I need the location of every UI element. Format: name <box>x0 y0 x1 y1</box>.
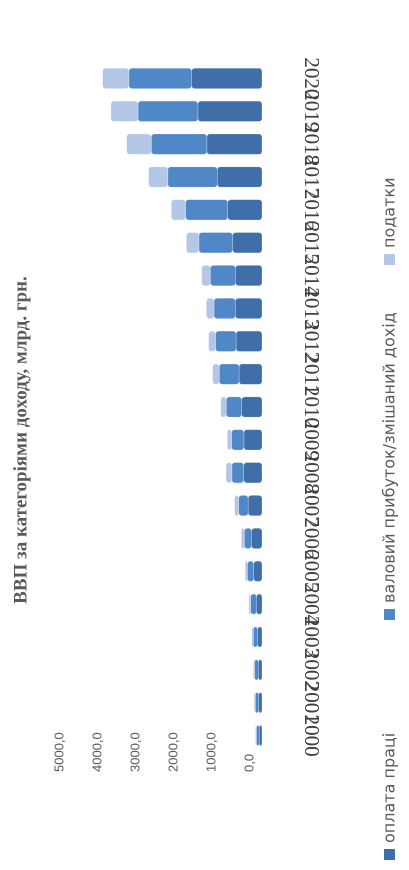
bar-segment <box>225 396 242 418</box>
x-tick-label: 2015 <box>300 222 324 264</box>
bar-segment <box>248 593 252 615</box>
bar-segment <box>198 232 234 254</box>
bar-segment <box>256 593 263 615</box>
legend-label: валовий прибуток/змішаний дохід <box>380 312 399 603</box>
x-tick-label: 2020 <box>300 57 324 99</box>
bar-segment <box>186 232 200 254</box>
bar-segment <box>244 560 248 582</box>
y-tick-label: 5000,0 <box>51 732 66 772</box>
x-tick-label: 2012 <box>300 320 324 362</box>
bar-segment <box>206 133 263 155</box>
bar-segment <box>215 330 237 352</box>
bar-segment <box>243 429 263 451</box>
x-tick-label: 2009 <box>300 419 324 461</box>
bar-segment <box>231 462 244 484</box>
legend-swatch <box>384 254 395 265</box>
bar-segment <box>253 560 263 582</box>
bar-segment <box>247 560 254 582</box>
bar-segment <box>210 265 236 287</box>
x-tick-label: 2006 <box>300 517 324 559</box>
bar-segment <box>235 265 263 287</box>
bar-segment <box>258 692 263 714</box>
bar-segment <box>225 462 233 484</box>
x-tick-label: 2010 <box>300 386 324 428</box>
bar-segment <box>231 429 245 451</box>
bar-segment <box>126 133 152 155</box>
legend-label: оплата праці <box>380 733 399 843</box>
bar-segment <box>206 297 215 319</box>
bar-segment <box>251 626 254 648</box>
bar-segment <box>247 495 263 517</box>
bar-segment <box>151 133 208 155</box>
bar-segment <box>235 297 263 319</box>
bar-segment <box>110 100 139 122</box>
bar-segment <box>213 297 236 319</box>
bar-segment <box>238 495 249 517</box>
x-tick-label: 2014 <box>300 255 324 298</box>
bar-segment <box>238 363 263 385</box>
y-tick-label: 4000,0 <box>89 732 104 772</box>
bar-segment <box>220 396 227 418</box>
bar-segment <box>255 725 257 747</box>
bar-segment <box>232 232 263 254</box>
bar-segment <box>212 363 220 385</box>
y-tick-label: 1000,0 <box>203 732 218 772</box>
y-tick-label: 0,0 <box>241 754 256 772</box>
x-tick-label: 2000 <box>300 715 324 757</box>
x-tick-label: 2011 <box>300 354 324 395</box>
bar-segment <box>227 199 263 221</box>
x-tick-label: 2003 <box>300 616 324 658</box>
bar-segment <box>167 166 218 188</box>
y-tick-label: 2000,0 <box>165 732 180 772</box>
bar-segment <box>258 725 263 747</box>
bar-segment <box>197 100 263 122</box>
x-tick-label: 2019 <box>300 90 324 132</box>
bar-segment <box>243 462 263 484</box>
bar-segment <box>137 100 199 122</box>
bar-segment <box>102 67 130 89</box>
bar-segment <box>251 527 263 549</box>
bar-segment <box>253 692 256 714</box>
x-tick-label: 2016 <box>300 189 324 231</box>
y-tick-label: 3000,0 <box>127 732 142 772</box>
bar-segment <box>252 626 258 648</box>
bar-segment <box>234 495 240 517</box>
bar-segment <box>255 692 260 714</box>
bar-segment <box>235 330 263 352</box>
x-tick-label: 2018 <box>300 123 324 165</box>
legend-label: податки <box>380 178 399 249</box>
x-tick-label: 2017 <box>300 156 324 198</box>
bar-segment <box>201 265 211 287</box>
bar-segment <box>253 659 255 681</box>
rotated-chart: ВВП за категоріями доходу, млрд. грн. 0,… <box>10 57 399 860</box>
x-tick-label: 2001 <box>300 682 324 724</box>
bar-segment <box>185 199 228 221</box>
bar-segment <box>216 166 263 188</box>
bar-segment <box>218 363 240 385</box>
bar-segment <box>148 166 169 188</box>
bar-segment <box>258 659 263 681</box>
bar-segment <box>257 626 263 648</box>
legend-swatch <box>384 849 395 860</box>
chart-title: ВВП за категоріями доходу, млрд. грн. <box>10 276 31 604</box>
bar-segment <box>243 527 252 549</box>
bar-segment <box>208 330 216 352</box>
legend-swatch <box>384 609 395 620</box>
bar-segment <box>227 429 232 451</box>
x-tick-label: 2008 <box>300 452 324 494</box>
bar-segment <box>241 396 263 418</box>
bar-segment <box>250 593 257 615</box>
x-tick-label: 2007 <box>300 485 324 527</box>
bar-segment <box>191 67 263 89</box>
x-tick-label: 2005 <box>300 550 324 592</box>
bar-segment <box>256 725 260 747</box>
x-tick-label: 2002 <box>300 649 324 691</box>
bar-segment <box>128 67 192 89</box>
x-tick-label: 2013 <box>300 287 324 329</box>
bar-segment <box>241 527 245 549</box>
x-tick-label: 2004 <box>300 583 324 626</box>
bar-segment <box>254 659 259 681</box>
bar-segment <box>171 199 186 221</box>
